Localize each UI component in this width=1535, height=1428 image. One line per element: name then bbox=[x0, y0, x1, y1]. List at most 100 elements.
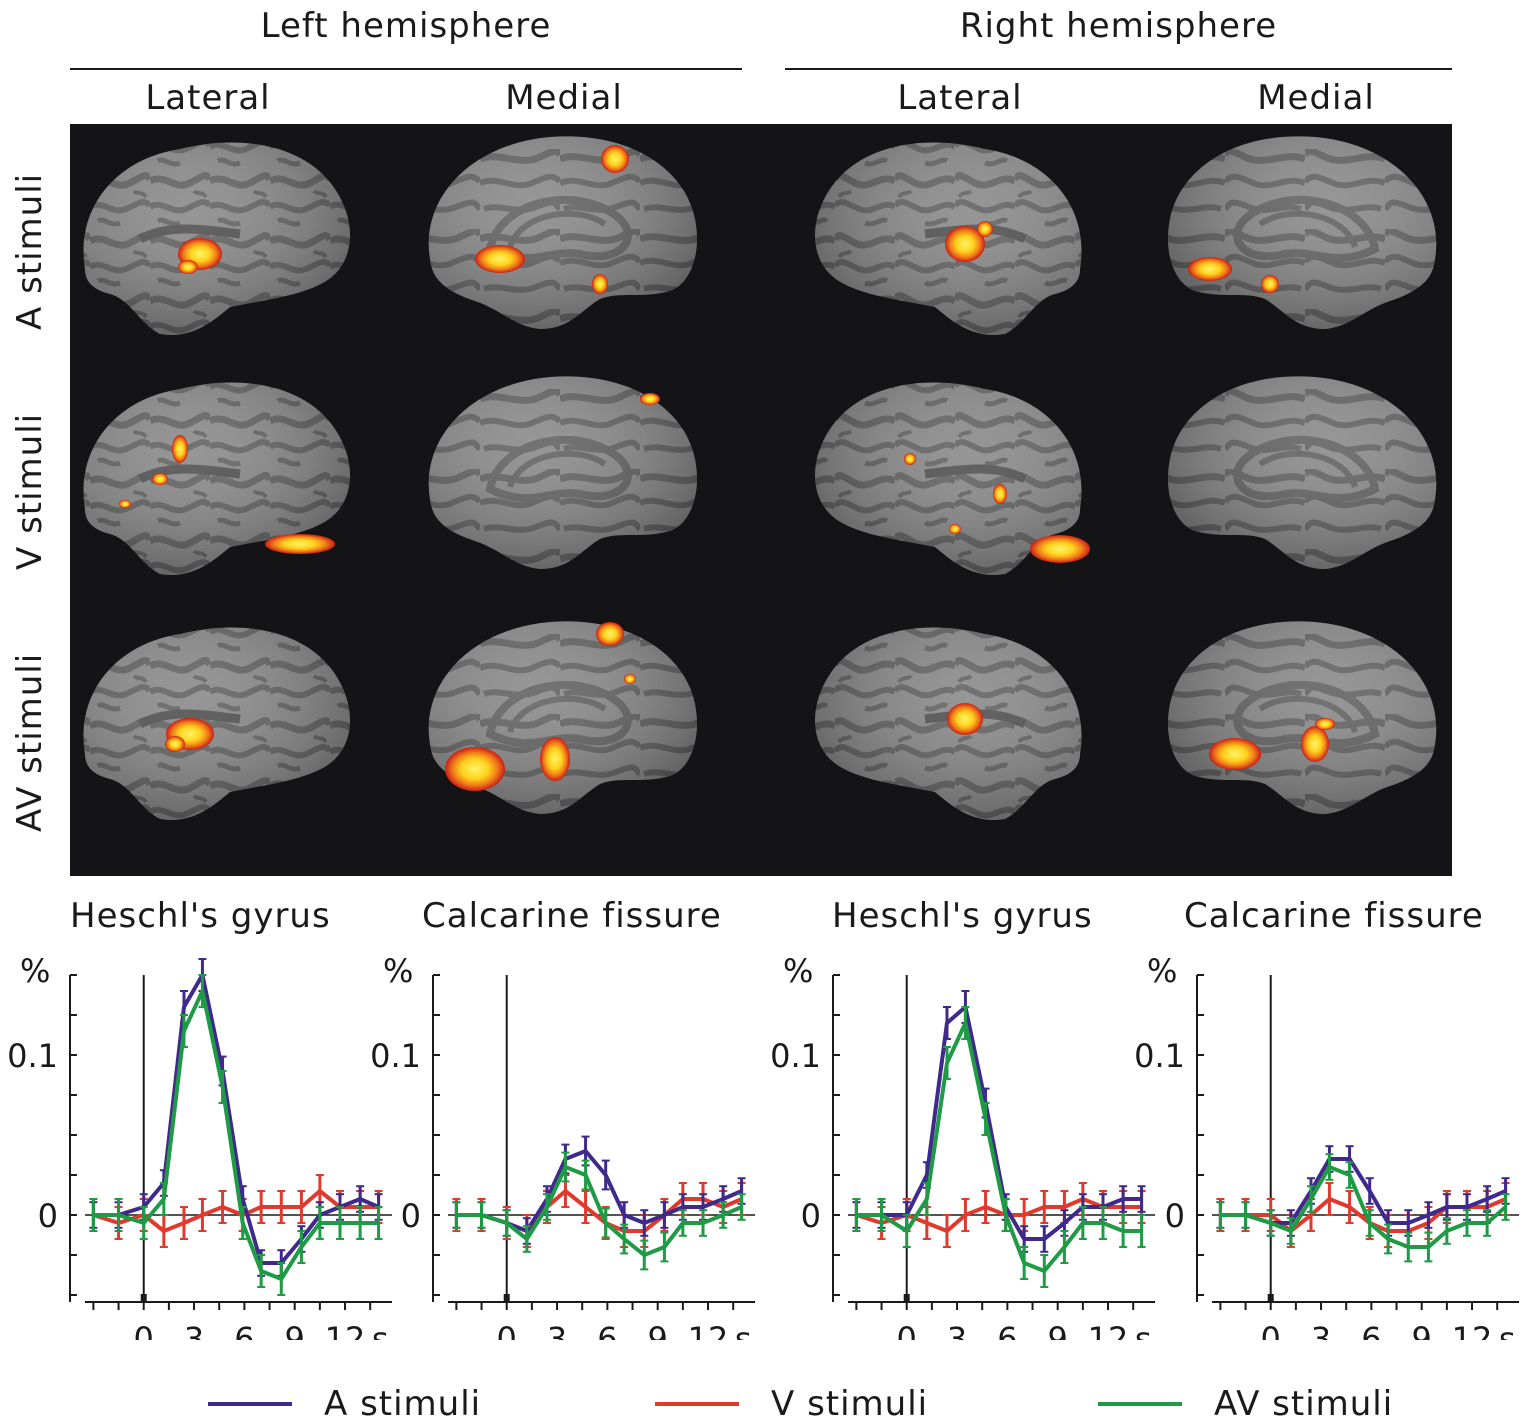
activation-cluster bbox=[152, 473, 168, 485]
row-label-av-stimuli: AV stimuli bbox=[10, 652, 50, 832]
brain-shading bbox=[1167, 621, 1437, 814]
right-hemisphere-rule bbox=[785, 68, 1452, 70]
series-av bbox=[89, 974, 383, 1296]
left-hemisphere-rule bbox=[70, 68, 742, 70]
activation-cluster bbox=[1261, 275, 1279, 293]
series-line-av bbox=[93, 989, 379, 1281]
brain-surface-r2-c0 bbox=[83, 627, 351, 820]
brain-surface-r0-c2 bbox=[814, 142, 1082, 335]
x-axis-unit: s bbox=[735, 1320, 752, 1340]
x-tick-label: 12 bbox=[1088, 1320, 1129, 1340]
series-line-av bbox=[856, 1021, 1142, 1273]
y-axis-label: % bbox=[383, 952, 413, 990]
brain-activation-panel bbox=[70, 124, 1452, 876]
x-tick-label: 0 bbox=[1261, 1320, 1281, 1340]
legend-swatch-a bbox=[208, 1402, 292, 1406]
series-av bbox=[1216, 1153, 1510, 1263]
x-tick-label: 12 bbox=[688, 1320, 729, 1340]
series-av bbox=[852, 1006, 1146, 1288]
brain-surface-r1-c2 bbox=[814, 382, 1090, 575]
activation-cluster bbox=[1030, 535, 1090, 563]
brain-shading bbox=[428, 376, 698, 569]
brain-surface-r1-c0 bbox=[83, 382, 351, 575]
column-header-left-medial: Medial bbox=[505, 78, 623, 118]
x-axis-unit: s bbox=[1135, 1320, 1152, 1340]
activation-cluster bbox=[947, 703, 983, 735]
y-tick-label: 0 bbox=[801, 1197, 821, 1235]
x-tick-label: 0 bbox=[897, 1320, 917, 1340]
plot-panel-0: 0 0.1% 0 3 6 9 12 s bbox=[7, 952, 392, 1340]
x-tick-label: 6 bbox=[597, 1320, 617, 1340]
activation-cluster bbox=[945, 226, 985, 262]
row-label-a-stimuli: A stimuli bbox=[10, 172, 50, 330]
x-tick-label: 9 bbox=[1412, 1320, 1432, 1340]
x-tick-label: 0 bbox=[497, 1320, 517, 1340]
x-tick-label: 12 bbox=[325, 1320, 366, 1340]
activation-cluster bbox=[1315, 718, 1335, 730]
activation-cluster bbox=[540, 737, 570, 781]
legend-item-a: A stimuli bbox=[208, 1384, 481, 1424]
brain-surface-r0-c1 bbox=[428, 136, 698, 329]
plot-panel-2: 0 0.1% 0 3 6 9 12 s bbox=[770, 952, 1155, 1340]
activation-cluster bbox=[949, 524, 961, 534]
activation-cluster bbox=[592, 274, 608, 294]
x-axis-unit: s bbox=[372, 1320, 389, 1340]
y-axis-label: % bbox=[783, 952, 813, 990]
column-header-right-medial: Medial bbox=[1257, 78, 1375, 118]
plot-panel-1: 0 0.1% 0 3 6 9 12 s bbox=[370, 952, 755, 1340]
activation-cluster bbox=[596, 622, 624, 646]
x-tick-label: 9 bbox=[648, 1320, 668, 1340]
activation-cluster bbox=[119, 500, 131, 508]
brain-surface-r0-c3 bbox=[1167, 136, 1437, 329]
activation-cluster bbox=[1209, 738, 1261, 770]
left-hemisphere-header: Left hemisphere bbox=[260, 6, 552, 46]
plot-title-left-heschl: Heschl's gyrus bbox=[70, 896, 331, 936]
y-tick-label: 0 bbox=[1165, 1197, 1185, 1235]
x-tick-label: 3 bbox=[547, 1320, 567, 1340]
x-tick-label: 6 bbox=[234, 1320, 254, 1340]
brain-surface-r0-c0 bbox=[83, 142, 351, 335]
plot-title-right-heschl: Heschl's gyrus bbox=[832, 896, 1093, 936]
column-header-right-lateral: Lateral bbox=[897, 78, 1023, 118]
brain-shading bbox=[1167, 376, 1437, 569]
brain-shading bbox=[428, 136, 698, 329]
x-tick-label: 3 bbox=[947, 1320, 967, 1340]
brain-shading bbox=[814, 382, 1082, 575]
y-tick-label: 0 bbox=[401, 1197, 421, 1235]
legend-label-av: AV stimuli bbox=[1214, 1384, 1394, 1424]
activation-cluster bbox=[445, 747, 505, 791]
brain-shading bbox=[83, 142, 351, 335]
x-tick-label: 3 bbox=[184, 1320, 204, 1340]
legend-label-a: A stimuli bbox=[324, 1384, 482, 1424]
y-tick-label: 0.1 bbox=[370, 1037, 421, 1075]
legend-item-av: AV stimuli bbox=[1098, 1384, 1393, 1424]
legend-item-v: V stimuli bbox=[655, 1384, 928, 1424]
y-tick-label: 0 bbox=[38, 1197, 58, 1235]
x-tick-label: 0 bbox=[134, 1320, 154, 1340]
activation-cluster bbox=[1188, 257, 1232, 281]
x-tick-label: 6 bbox=[997, 1320, 1017, 1340]
brain-surface-r1-c3 bbox=[1167, 376, 1437, 569]
activation-cluster bbox=[178, 260, 198, 274]
y-tick-label: 0.1 bbox=[1134, 1037, 1185, 1075]
legend-swatch-av bbox=[1098, 1402, 1182, 1406]
series-av bbox=[452, 1151, 746, 1271]
y-axis-label: % bbox=[1147, 952, 1177, 990]
y-tick-label: 0.1 bbox=[7, 1037, 58, 1075]
legend-swatch-v bbox=[655, 1402, 739, 1406]
series-line-av bbox=[456, 1165, 743, 1257]
brain-surface-r2-c3 bbox=[1167, 621, 1437, 814]
activation-cluster bbox=[265, 534, 335, 554]
timecourse-plots: 0 0.1% 0 3 6 9 12 s 0 0.1% 0 3 6 9 12 s 0 0.1% 0 3 6 9 12 s 0 0.1… bbox=[7, 952, 1519, 1340]
column-header-left-lateral: Lateral bbox=[145, 78, 271, 118]
plot-panel-3: 0 0.1% 0 3 6 9 12 s bbox=[1134, 952, 1519, 1340]
activation-cluster bbox=[475, 245, 525, 273]
x-tick-label: 3 bbox=[1311, 1320, 1331, 1340]
activation-cluster bbox=[1301, 726, 1329, 762]
x-tick-label: 12 bbox=[1452, 1320, 1493, 1340]
brain-shading bbox=[83, 382, 351, 575]
brain-surface-r1-c1 bbox=[428, 376, 698, 569]
row-label-v-stimuli: V stimuli bbox=[10, 412, 50, 570]
activation-cluster bbox=[977, 221, 993, 237]
brain-maps bbox=[83, 136, 1437, 820]
